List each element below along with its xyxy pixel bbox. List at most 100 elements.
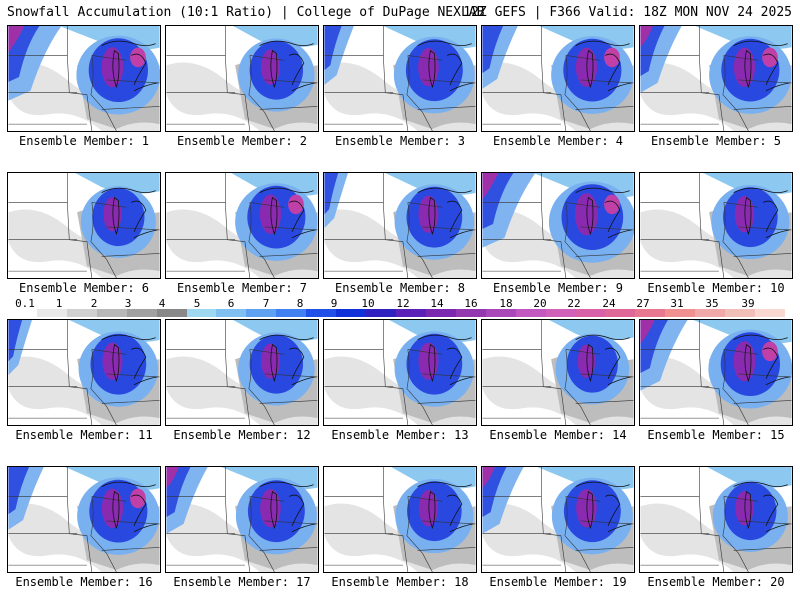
- colorbar-swatch: [515, 309, 546, 317]
- product-title: Snowfall Accumulation (10:1 Ratio) | Col…: [7, 5, 485, 20]
- colorbar-label: 8: [296, 297, 304, 310]
- snowfall-map: [482, 26, 634, 131]
- colorbar-swatch: [276, 309, 307, 317]
- colorbar-swatch: [306, 309, 337, 317]
- colorbar-swatch: [336, 309, 367, 317]
- ensemble-member-label: Ensemble Member: 20: [647, 575, 785, 589]
- ensemble-map-panel: [323, 25, 477, 132]
- snowfall-map: [166, 173, 318, 278]
- colorbar-swatch: [665, 309, 696, 317]
- snowfall-map: [8, 173, 160, 278]
- colorbar-label: 18: [499, 297, 513, 310]
- ensemble-map-panel: [481, 319, 635, 426]
- colorbar-label: 16: [464, 297, 478, 310]
- colorbar-swatch: [545, 309, 576, 317]
- ensemble-member-label: Ensemble Member: 18: [331, 575, 469, 589]
- ensemble-member-label: Ensemble Member: 1: [18, 134, 150, 148]
- snowfall-map: [324, 320, 476, 425]
- ensemble-map-panel: [481, 466, 635, 573]
- ensemble-member-label: Ensemble Member: 19: [489, 575, 627, 589]
- ensemble-map-panel: [7, 466, 161, 573]
- ensemble-map-panel: [7, 25, 161, 132]
- ensemble-map-panel: [165, 466, 319, 573]
- colorbar-label: 14: [430, 297, 444, 310]
- colorbar-labels: 0.1 1 2 3 4 5 6 7 8 9 10 12 14 16 18 20 22 24 27 31 35 39: [7, 297, 785, 310]
- ensemble-member-label: Ensemble Member: 17: [173, 575, 311, 589]
- snowfall-map: [324, 173, 476, 278]
- snowfall-map: [8, 320, 160, 425]
- ensemble-member-label: Ensemble Member: 15: [647, 428, 785, 442]
- ensemble-map-panel: [639, 172, 793, 279]
- colorbar-swatch: [216, 309, 247, 317]
- ensemble-map-panel: [7, 319, 161, 426]
- ensemble-map-panel: [165, 25, 319, 132]
- ensemble-map-panel: [323, 319, 477, 426]
- snowfall-map: [640, 467, 792, 572]
- snowfall-map: [482, 467, 634, 572]
- header: Snowfall Accumulation (10:1 Ratio) | Col…: [0, 0, 800, 24]
- snowfall-map: [324, 26, 476, 131]
- ensemble-map-panel: [165, 319, 319, 426]
- colorbar-label: 7: [262, 297, 270, 310]
- colorbar-swatch: [725, 309, 756, 317]
- colorbar-swatch: [126, 309, 157, 317]
- colorbar-swatch: [156, 309, 187, 317]
- snowfall-map: [482, 320, 634, 425]
- colorbar-swatch: [395, 309, 426, 317]
- ensemble-member-label: Ensemble Member: 11: [15, 428, 153, 442]
- colorbar-label: 1: [55, 297, 63, 310]
- ensemble-map-panel: [323, 466, 477, 573]
- ensemble-map-panel: [481, 25, 635, 132]
- colorbar-label: 4: [158, 297, 166, 310]
- run-info: 12Z GEFS | F366 Valid: 18Z MON NOV 24 20…: [463, 5, 792, 20]
- snowfall-map: [8, 467, 160, 572]
- colorbar-swatch: [575, 309, 606, 317]
- snowfall-map: [640, 26, 792, 131]
- ensemble-member-label: Ensemble Member: 14: [489, 428, 627, 442]
- ensemble-member-label: Ensemble Member: 7: [176, 281, 308, 295]
- ensemble-map-panel: [639, 319, 793, 426]
- ensemble-map-panel: [7, 172, 161, 279]
- colorbar-label: 27: [636, 297, 650, 310]
- ensemble-member-label: Ensemble Member: 16: [15, 575, 153, 589]
- colorbar-label: 31: [670, 297, 684, 310]
- colorbar-label: 10: [361, 297, 375, 310]
- ensemble-map-panel: [165, 172, 319, 279]
- ensemble-map-panel: [323, 172, 477, 279]
- ensemble-member-label: Ensemble Member: 10: [647, 281, 785, 295]
- colorbar-label: 6: [227, 297, 235, 310]
- ensemble-member-label: Ensemble Member: 6: [18, 281, 150, 295]
- colorbar-label: 35: [705, 297, 719, 310]
- colorbar-label: 0.1: [15, 297, 35, 310]
- colorbar-swatch: [605, 309, 636, 317]
- snowfall-map: [324, 467, 476, 572]
- ensemble-member-label: Ensemble Member: 4: [492, 134, 624, 148]
- colorbar-label: 2: [90, 297, 98, 310]
- colorbar-swatch: [366, 309, 396, 317]
- colorbar-label: 20: [533, 297, 547, 310]
- colorbar-swatch: [246, 309, 277, 317]
- ensemble-member-label: Ensemble Member: 2: [176, 134, 308, 148]
- colorbar-label: 9: [330, 297, 338, 310]
- colorbar-swatch: [66, 309, 97, 317]
- snowfall-map: [482, 173, 634, 278]
- ensemble-member-label: Ensemble Member: 8: [334, 281, 466, 295]
- colorbar-label: 24: [602, 297, 616, 310]
- snowfall-map: [166, 26, 318, 131]
- snowfall-map: [8, 26, 160, 131]
- colorbar-swatch: [695, 309, 726, 317]
- ensemble-member-label: Ensemble Member: 12: [173, 428, 311, 442]
- colorbar-swatch: [7, 309, 37, 317]
- ensemble-member-label: Ensemble Member: 5: [650, 134, 782, 148]
- colorbar-swatch: [96, 309, 127, 317]
- colorbar-label: 22: [567, 297, 581, 310]
- snowfall-map: [166, 467, 318, 572]
- ensemble-member-label: Ensemble Member: 9: [492, 281, 624, 295]
- colorbar-label: 5: [193, 297, 201, 310]
- snowfall-map: [166, 320, 318, 425]
- colorbar-label: 39: [741, 297, 755, 310]
- colorbar-swatch: [425, 309, 456, 317]
- ensemble-member-label: Ensemble Member: 13: [331, 428, 469, 442]
- colorbar-swatch: [455, 309, 486, 317]
- ensemble-map-panel: [481, 172, 635, 279]
